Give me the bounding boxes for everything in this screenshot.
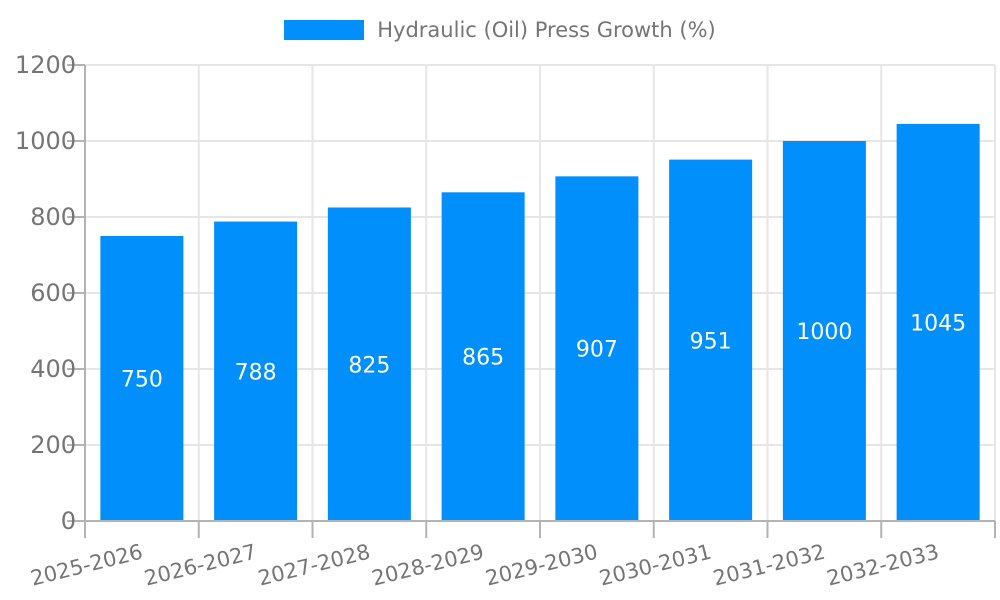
bar-value-label: 825: [348, 353, 390, 378]
bar-value-label: 907: [576, 338, 618, 363]
y-tick-label: 0: [61, 507, 76, 535]
bar[interactable]: [555, 176, 639, 521]
x-tick-label: 2027-2028: [256, 540, 373, 591]
x-tick-label: 2030-2031: [597, 540, 714, 591]
y-tick-label: 200: [30, 431, 76, 459]
bar[interactable]: [669, 159, 753, 521]
legend-item[interactable]: Hydraulic (Oil) Press Growth (%): [0, 18, 1000, 42]
bar-value-label: 750: [121, 368, 163, 393]
x-tick-label: 2031-2032: [711, 540, 828, 591]
y-tick-label: 600: [30, 279, 76, 307]
y-tick-label: 800: [30, 203, 76, 231]
legend-label: Hydraulic (Oil) Press Growth (%): [377, 18, 716, 42]
bar[interactable]: [214, 221, 298, 521]
y-tick-label: 1200: [15, 51, 76, 79]
x-tick-label: 2032-2033: [824, 540, 941, 591]
bar[interactable]: [441, 192, 525, 522]
bar[interactable]: [896, 123, 980, 522]
bar[interactable]: [782, 141, 866, 521]
legend-swatch: [284, 20, 365, 40]
bar-value-label: 951: [690, 329, 732, 354]
bar-value-label: 865: [462, 346, 504, 371]
bar[interactable]: [327, 207, 411, 522]
y-tick-label: 1000: [15, 127, 76, 155]
x-tick-label: 2028-2029: [369, 540, 486, 591]
bar-value-label: 788: [235, 360, 277, 385]
bar[interactable]: [100, 236, 184, 521]
x-tick-label: 2026-2027: [142, 540, 259, 591]
bar-value-label: 1000: [796, 320, 852, 345]
y-tick-label: 400: [30, 355, 76, 383]
x-tick-label: 2029-2030: [483, 540, 600, 591]
x-tick-label: 2025-2026: [28, 540, 145, 591]
bar-value-label: 1045: [910, 311, 966, 336]
